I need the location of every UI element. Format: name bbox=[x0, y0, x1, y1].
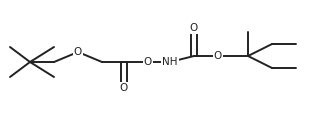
Text: O: O bbox=[190, 23, 198, 33]
Text: O: O bbox=[144, 57, 152, 67]
Text: O: O bbox=[74, 47, 82, 57]
Text: NH: NH bbox=[162, 57, 178, 67]
Text: O: O bbox=[214, 51, 222, 61]
Text: O: O bbox=[120, 83, 128, 93]
